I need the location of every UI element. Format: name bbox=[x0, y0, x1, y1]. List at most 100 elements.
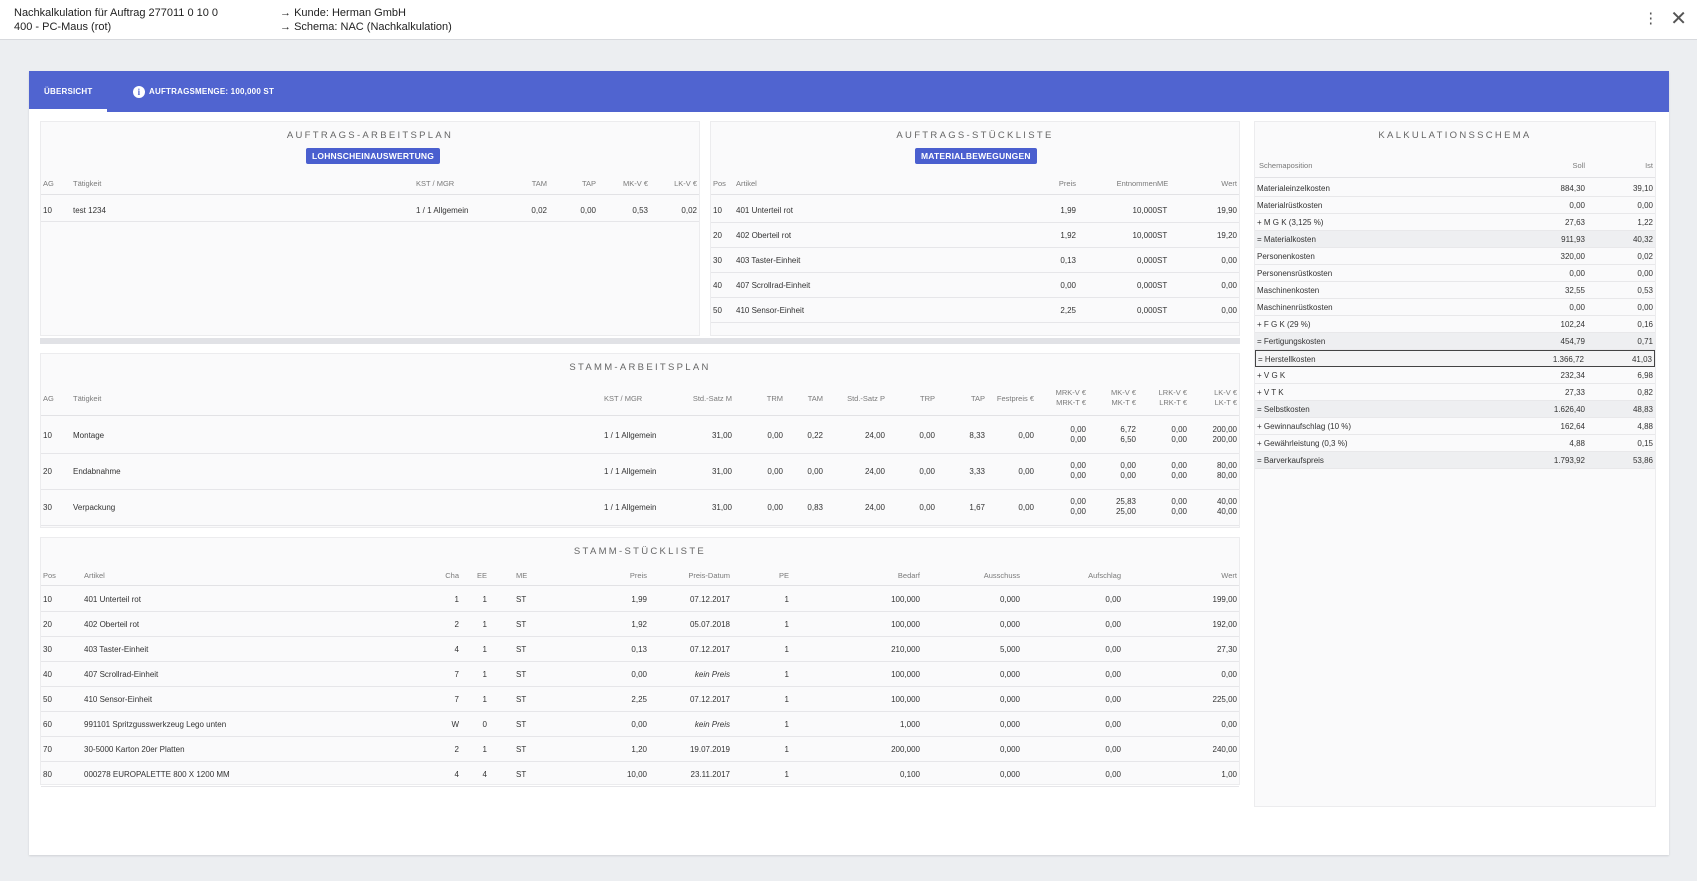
cell-preis: 10,00 bbox=[626, 770, 647, 779]
table-row[interactable]: 40 407 Scrollrad-Einheit 7 1 ST 0,00 kein Prei… bbox=[41, 662, 1239, 687]
cell-soll: 884,30 bbox=[1560, 184, 1585, 193]
schema-row[interactable]: = Fertigungskosten 454,79 0,71 bbox=[1255, 333, 1655, 350]
cell-fp: 0,00 bbox=[1018, 467, 1034, 476]
col-header-me: ME bbox=[1157, 179, 1169, 188]
cell-tam: 0,00 bbox=[807, 467, 823, 476]
schema-row[interactable]: Personenkosten 320,00 0,02 bbox=[1255, 248, 1655, 265]
cell-mrk: 0,00 0,00 bbox=[1070, 425, 1086, 445]
schema-row[interactable]: + Gewährleistung (0,3 %) 4,88 0,15 bbox=[1255, 435, 1655, 452]
col-header-stdsatz-m: Std.-Satz M bbox=[692, 394, 732, 403]
customer-link[interactable]: → Kunde: Herman GmbH bbox=[280, 6, 452, 20]
cell-tap: 3,33 bbox=[969, 467, 985, 476]
table-row[interactable]: 40 407 Scrollrad-Einheit 0,00 0,000 ST 0,00 bbox=[711, 273, 1239, 298]
schema-link[interactable]: → Schema: NAC (Nachkalkulation) bbox=[280, 20, 452, 34]
cell-schemaposition: Personenkosten bbox=[1257, 252, 1315, 261]
cell-lrk: 0,00 0,00 bbox=[1171, 497, 1187, 517]
schema-row[interactable]: = Materialkosten 911,93 40,32 bbox=[1255, 231, 1655, 248]
cell-lrkt: 0,00 bbox=[1171, 507, 1187, 516]
cell-wert: 1,00 bbox=[1221, 770, 1237, 779]
col-header-wert: Wert bbox=[1221, 179, 1237, 188]
cell-fp: 0,00 bbox=[1018, 431, 1034, 440]
col-header-mrkt: MRK-T € bbox=[1056, 398, 1086, 407]
table-header: AG Tätigkeit KST / MGR TAM TAP MK-V € LK… bbox=[41, 172, 699, 195]
more-menu-icon[interactable]: ⋮ bbox=[1643, 10, 1659, 27]
table-row[interactable]: 30 Verpackung 1 / 1 Allgemein 31,00 0,00 0,83… bbox=[41, 490, 1239, 526]
table-row[interactable]: 10 401 Unterteil rot 1 1 ST 1,99 07.12.2017 1 10… bbox=[41, 587, 1239, 612]
schema-row[interactable]: + M G K (3,125 %) 27,63 1,22 bbox=[1255, 214, 1655, 231]
cell-ee: 1 bbox=[482, 595, 487, 604]
table-row[interactable]: 20 402 Oberteil rot 2 1 ST 1,92 05.07.2018 1 100… bbox=[41, 612, 1239, 637]
cell-lrkv: 0,00 bbox=[1171, 461, 1187, 470]
schema-row[interactable]: + V G K 232,34 6,98 bbox=[1255, 367, 1655, 384]
cell-schemaposition: + V T K bbox=[1257, 388, 1284, 397]
table-row[interactable]: 80 000278 EUROPALETTE 800 X 1200 MM 4 4 ST 10… bbox=[41, 762, 1239, 787]
cell-preis: 1,20 bbox=[631, 745, 647, 754]
cell-entnommen: 0,000 bbox=[1136, 281, 1157, 290]
cell-lrk: 0,00 0,00 bbox=[1171, 425, 1187, 445]
auftrags-arbeitsplan-section: AUFTRAGS-ARBEITSPLAN LOHNSCHEINAUSWERTUN… bbox=[40, 121, 700, 336]
cell-me: ST bbox=[1157, 256, 1168, 265]
table-row[interactable]: 70 30-5000 Karton 20er Platten 2 1 ST 1,20 19.… bbox=[41, 737, 1239, 762]
cell-soll: 102,24 bbox=[1560, 320, 1585, 329]
cell-pos: 40 bbox=[713, 281, 722, 290]
cell-wert: 0,00 bbox=[1221, 256, 1237, 265]
table-row[interactable]: 10 test 1234 1 / 1 Allgemein 0,02 0,00 0… bbox=[41, 200, 699, 222]
cell-ag: 30 bbox=[43, 503, 52, 512]
cell-taet: Montage bbox=[73, 431, 105, 440]
cell-lrkt: 0,00 bbox=[1171, 435, 1187, 444]
schema-label: Schema: NAC (Nachkalkulation) bbox=[294, 21, 452, 33]
schema-row[interactable]: + V T K 27,33 0,82 bbox=[1255, 384, 1655, 401]
cell-soll: 1.793,92 bbox=[1553, 456, 1585, 465]
schema-row[interactable]: Maschinenkosten 32,55 0,53 bbox=[1255, 282, 1655, 299]
schema-row[interactable]: + Gewinnaufschlag (10 %) 162,64 4,88 bbox=[1255, 418, 1655, 435]
section-title: AUFTRAGS-STÜCKLISTE bbox=[896, 130, 1054, 141]
cell-ee: 0 bbox=[482, 720, 487, 729]
col-header-tap: TAP bbox=[970, 394, 985, 403]
schema-row[interactable]: = Herstellkosten 1.366,72 41,03 bbox=[1255, 350, 1655, 367]
schema-row[interactable]: Maschinenrüstkosten 0,00 0,00 bbox=[1255, 299, 1655, 316]
section-title: STAMM-ARBEITSPLAN bbox=[569, 362, 711, 373]
table-row[interactable]: 10 Montage 1 / 1 Allgemein 31,00 0,00 0,22 24,… bbox=[41, 418, 1239, 454]
cell-tap: 8,33 bbox=[969, 431, 985, 440]
cell-preis: 1,99 bbox=[1060, 206, 1076, 215]
cell-mrk: 0,00 0,00 bbox=[1070, 497, 1086, 517]
cell-schemaposition: = Barverkaufspreis bbox=[1257, 456, 1324, 465]
close-icon[interactable]: ✕ bbox=[1670, 8, 1687, 30]
cell-mk: 0,00 0,00 bbox=[1120, 461, 1136, 481]
table-row[interactable]: 30 403 Taster-Einheit 0,13 0,000 ST 0,00 bbox=[711, 248, 1239, 273]
col-header-preis-datum: Preis-Datum bbox=[688, 571, 730, 580]
cell-lkt: 200,00 bbox=[1212, 435, 1237, 444]
table-row[interactable]: 50 410 Sensor-Einheit 2,25 0,000 ST 0,00 bbox=[711, 298, 1239, 323]
cell-pos: 50 bbox=[43, 695, 52, 704]
table-row[interactable]: 50 410 Sensor-Einheit 7 1 ST 2,25 07.12.2017 1 1… bbox=[41, 687, 1239, 712]
cell-mkv: 0,53 bbox=[632, 206, 648, 215]
cell-schemaposition: Maschinenkosten bbox=[1257, 286, 1320, 295]
cell-pos: 10 bbox=[713, 206, 722, 215]
schema-row[interactable]: Materialeinzelkosten 884,30 39,10 bbox=[1255, 180, 1655, 197]
cell-wert: 0,00 bbox=[1221, 306, 1237, 315]
schema-row[interactable]: Personensrüstkosten 0,00 0,00 bbox=[1255, 265, 1655, 282]
table-row[interactable]: 20 402 Oberteil rot 1,92 10,000 ST 19,20 bbox=[711, 223, 1239, 248]
cell-mkv: 6,72 bbox=[1120, 425, 1136, 434]
lohnschein-auswertung-button[interactable]: LOHNSCHEINAUSWERTUNG bbox=[306, 148, 441, 164]
col-header-ausschuss: Ausschuss bbox=[983, 571, 1020, 580]
schema-row[interactable]: = Barverkaufspreis 1.793,92 53,86 bbox=[1255, 452, 1655, 469]
top-bar: Nachkalkulation für Auftrag 277011 0 10 … bbox=[0, 0, 1697, 40]
cell-trm: 0,00 bbox=[767, 503, 783, 512]
schema-row[interactable]: = Selbstkosten 1.626,40 48,83 bbox=[1255, 401, 1655, 418]
table-row[interactable]: 60 991101 Spritzgusswerkzeug Lego unten W 0… bbox=[41, 712, 1239, 737]
table-row[interactable]: 30 403 Taster-Einheit 4 1 ST 0,13 07.12.2017 1 2… bbox=[41, 637, 1239, 662]
materialbewegungen-button[interactable]: MATERIALBEWEGUNGEN bbox=[915, 148, 1037, 164]
cell-mrk: 0,00 0,00 bbox=[1070, 461, 1086, 481]
cell-ee: 1 bbox=[482, 745, 487, 754]
schema-row[interactable]: Materialrüstkosten 0,00 0,00 bbox=[1255, 197, 1655, 214]
tab-overview[interactable]: ÜBERSICHT bbox=[29, 71, 108, 112]
table-row[interactable]: 10 401 Unterteil rot 1,99 10,000 ST 19,90 bbox=[711, 198, 1239, 223]
cell-artikel: 407 Scrollrad-Einheit bbox=[84, 670, 159, 679]
schema-row[interactable]: + F G K (29 %) 102,24 0,16 bbox=[1255, 316, 1655, 333]
cell-preis-datum: 05.07.2018 bbox=[689, 620, 730, 629]
cell-wert: 19,90 bbox=[1216, 206, 1237, 215]
cell-preis: 0,00 bbox=[1060, 281, 1076, 290]
table-row[interactable]: 20 Endabnahme 1 / 1 Allgemein 31,00 0,00 0,00… bbox=[41, 454, 1239, 490]
col-header-wert: Wert bbox=[1221, 571, 1237, 580]
